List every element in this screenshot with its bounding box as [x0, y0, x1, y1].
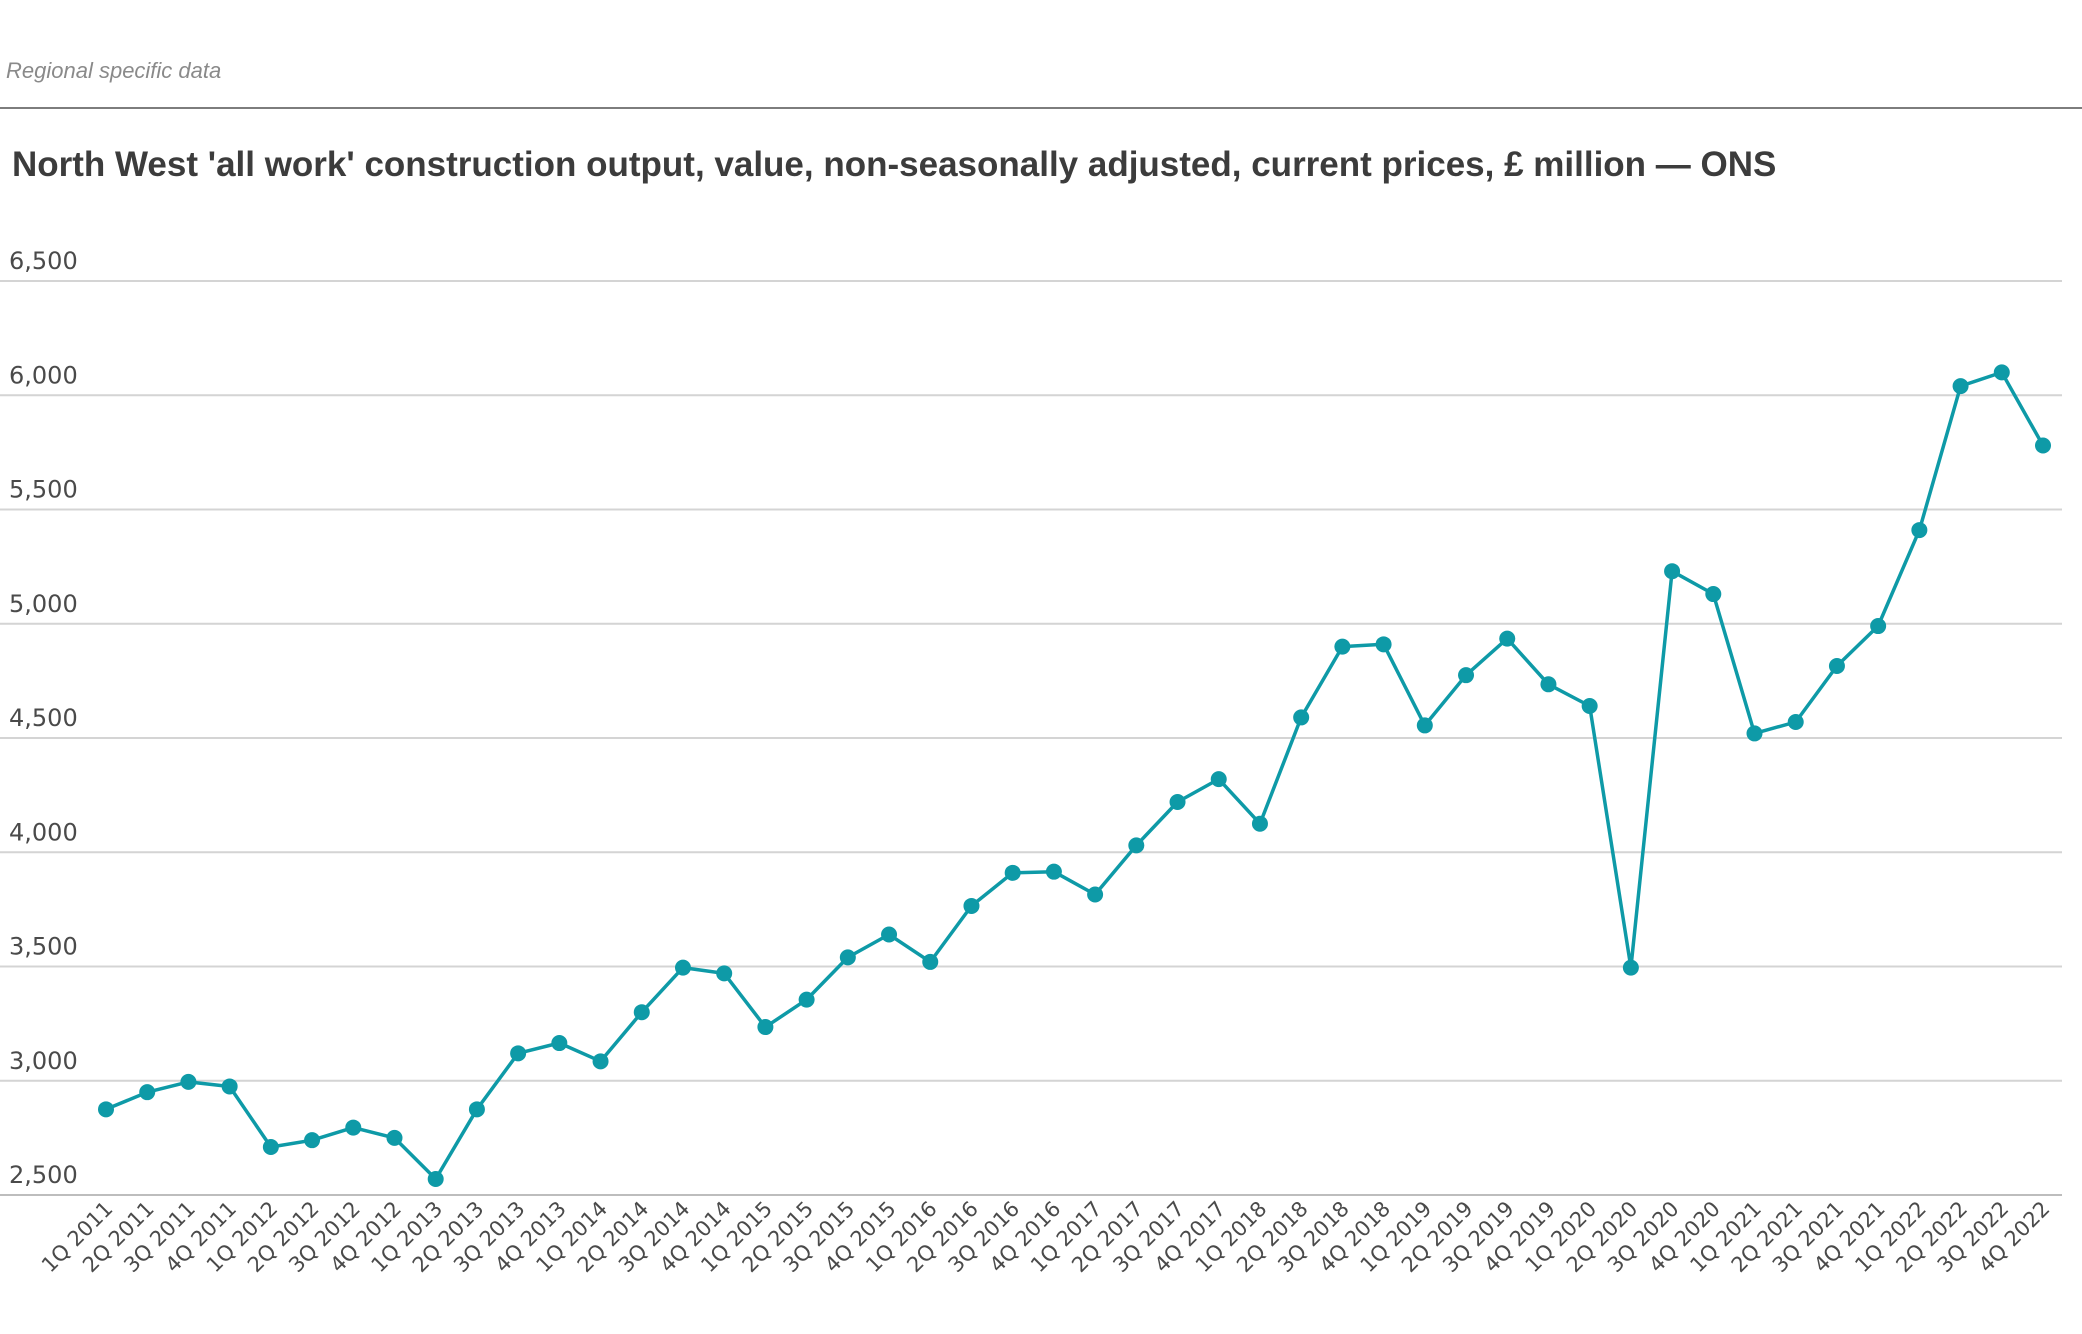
data-point: [1416, 717, 1433, 734]
data-point: [1334, 638, 1351, 655]
data-point: [963, 897, 980, 914]
data-point: [1375, 636, 1392, 653]
data-point: [221, 1078, 238, 1095]
data-point: [1664, 563, 1681, 580]
data-point: [98, 1101, 114, 1118]
data-point: [1210, 771, 1227, 788]
data-point: [345, 1119, 362, 1136]
data-point: [1251, 815, 1268, 832]
data-point: [304, 1132, 321, 1149]
data-point: [1870, 618, 1887, 635]
data-point: [1911, 522, 1928, 539]
y-tick-label: 6,000: [9, 361, 78, 389]
y-tick-label: 5,500: [9, 476, 78, 504]
data-point: [1540, 676, 1557, 693]
data-point: [1293, 709, 1310, 726]
data-point: [386, 1129, 403, 1146]
data-point: [1787, 714, 1804, 731]
data-point: [551, 1035, 568, 1052]
data-point: [180, 1073, 197, 1090]
data-point: [1828, 658, 1845, 675]
data-point: [716, 965, 733, 982]
data-point: [1499, 630, 1516, 647]
data-point: [592, 1053, 609, 1070]
data-point: [1952, 378, 1969, 395]
data-point: [1169, 793, 1186, 810]
data-point: [1087, 886, 1104, 903]
data-point: [2035, 437, 2051, 454]
y-tick-label: 3,500: [9, 933, 78, 961]
y-tick-label: 4,000: [9, 818, 78, 846]
y-tick-label: 3,000: [9, 1047, 78, 1075]
data-point: [881, 926, 898, 943]
data-point: [1993, 364, 2010, 381]
data-point: [1746, 725, 1763, 742]
data-point: [427, 1171, 444, 1188]
data-point: [757, 1019, 774, 1036]
data-point: [1705, 586, 1722, 603]
data-point: [798, 991, 815, 1008]
data-point: [1581, 698, 1598, 715]
data-point: [510, 1045, 527, 1062]
data-point: [674, 959, 691, 976]
data-point: [1045, 863, 1062, 880]
data-point: [1128, 837, 1145, 854]
chart-title: North West 'all work' construction outpu…: [12, 145, 1777, 184]
data-point: [468, 1101, 485, 1118]
data-point: [1458, 667, 1475, 684]
data-point: [139, 1084, 156, 1101]
y-tick-label: 5,000: [9, 590, 78, 618]
y-axis-ticks: 2,500 3,000 3,500 4,000 4,500 5,000 5,500 6,000…: [9, 247, 78, 1189]
data-point: [633, 1004, 650, 1021]
y-tick-label: 2,500: [9, 1161, 78, 1189]
header-divider: [0, 107, 2082, 109]
chart-gridlines: [0, 280, 2062, 1196]
section-label: Regional specific data: [6, 58, 222, 83]
series-line: [105, 370, 2045, 1181]
y-tick-label: 6,500: [9, 247, 78, 275]
y-tick-label: 4,500: [9, 704, 78, 732]
data-point: [1004, 864, 1021, 881]
data-point: [922, 953, 939, 970]
data-series: [98, 364, 2051, 1188]
data-point: [839, 949, 856, 966]
data-point: [262, 1139, 279, 1156]
data-point: [1622, 959, 1639, 976]
